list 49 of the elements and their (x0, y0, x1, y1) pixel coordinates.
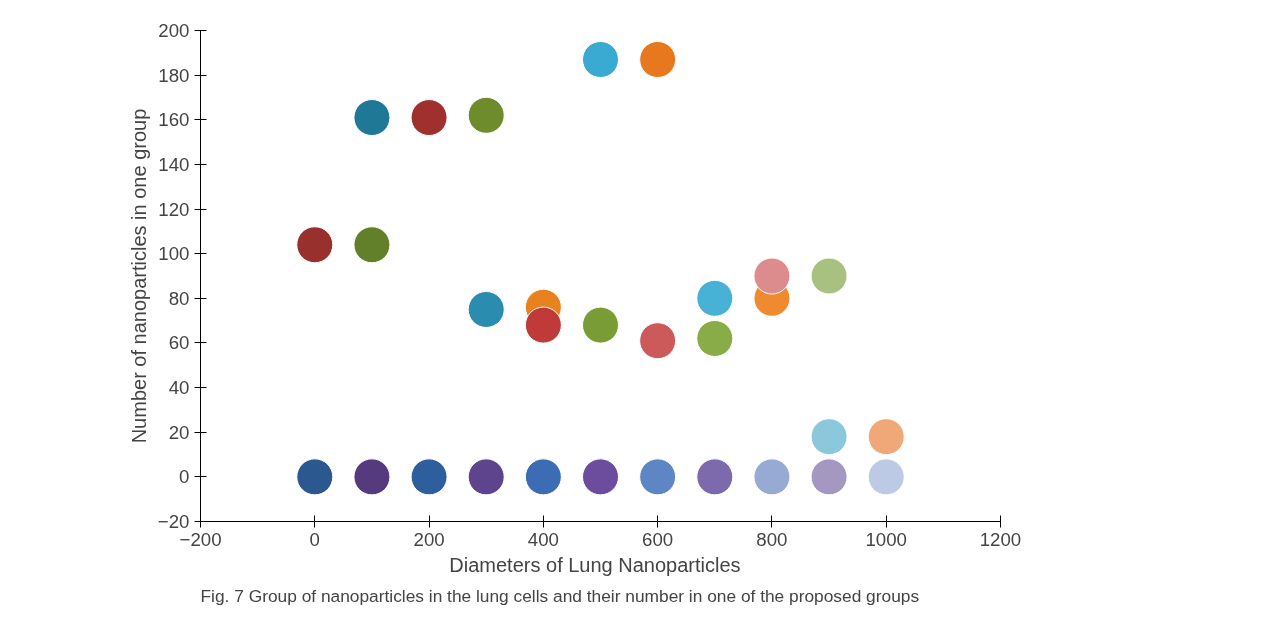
point (810, 418, 848, 456)
point (753, 257, 791, 295)
point (810, 257, 848, 295)
point (696, 320, 734, 357)
point (524, 458, 562, 496)
point (296, 458, 334, 496)
y-tick-label: 160 (158, 109, 190, 131)
y-tick-label: 40 (168, 377, 190, 399)
y-tick-label: 60 (168, 332, 190, 354)
y-tick-label: 140 (158, 153, 190, 175)
point (524, 306, 562, 344)
point (582, 458, 619, 496)
point (696, 279, 734, 317)
y-tick-label: 20 (168, 421, 190, 443)
point (410, 458, 448, 496)
y-tick-label: 100 (158, 243, 190, 265)
x-tick-label: 0 (309, 528, 320, 550)
x-tick-label: 400 (527, 528, 559, 550)
point (639, 458, 677, 496)
point (639, 41, 677, 78)
point (353, 458, 391, 496)
point (582, 306, 619, 344)
x-tick-label: 200 (413, 528, 445, 550)
y-tick-label: 120 (158, 198, 190, 220)
x-tick-label: 800 (756, 528, 788, 550)
y-tick-label: 80 (168, 287, 190, 309)
point (467, 96, 505, 134)
x-axis-title: Diameters of Lung Nanoparticles (449, 553, 741, 576)
caption: Fig. 7 Group of nanoparticles in the lung cells and their number in one of the proposed groups (200, 585, 920, 606)
point (296, 226, 334, 264)
point (582, 41, 619, 78)
y-tick-label: 200 (158, 20, 190, 41)
point (867, 418, 905, 456)
y-tick-label: 180 (158, 64, 190, 86)
point (353, 99, 391, 137)
point (353, 226, 391, 264)
point (696, 458, 734, 496)
x-tick-label: 1200 (979, 528, 1022, 550)
x-tick-label: 1000 (865, 528, 907, 550)
point (410, 99, 448, 137)
point (753, 458, 791, 496)
point (867, 458, 905, 496)
point (467, 458, 505, 496)
y-tick-label: 0 (179, 466, 190, 488)
point (639, 322, 677, 360)
point (810, 458, 848, 496)
point (467, 291, 505, 328)
x-tick-label: 600 (642, 528, 674, 550)
y-axis-title: Number of nanoparticles in one group (127, 108, 150, 444)
